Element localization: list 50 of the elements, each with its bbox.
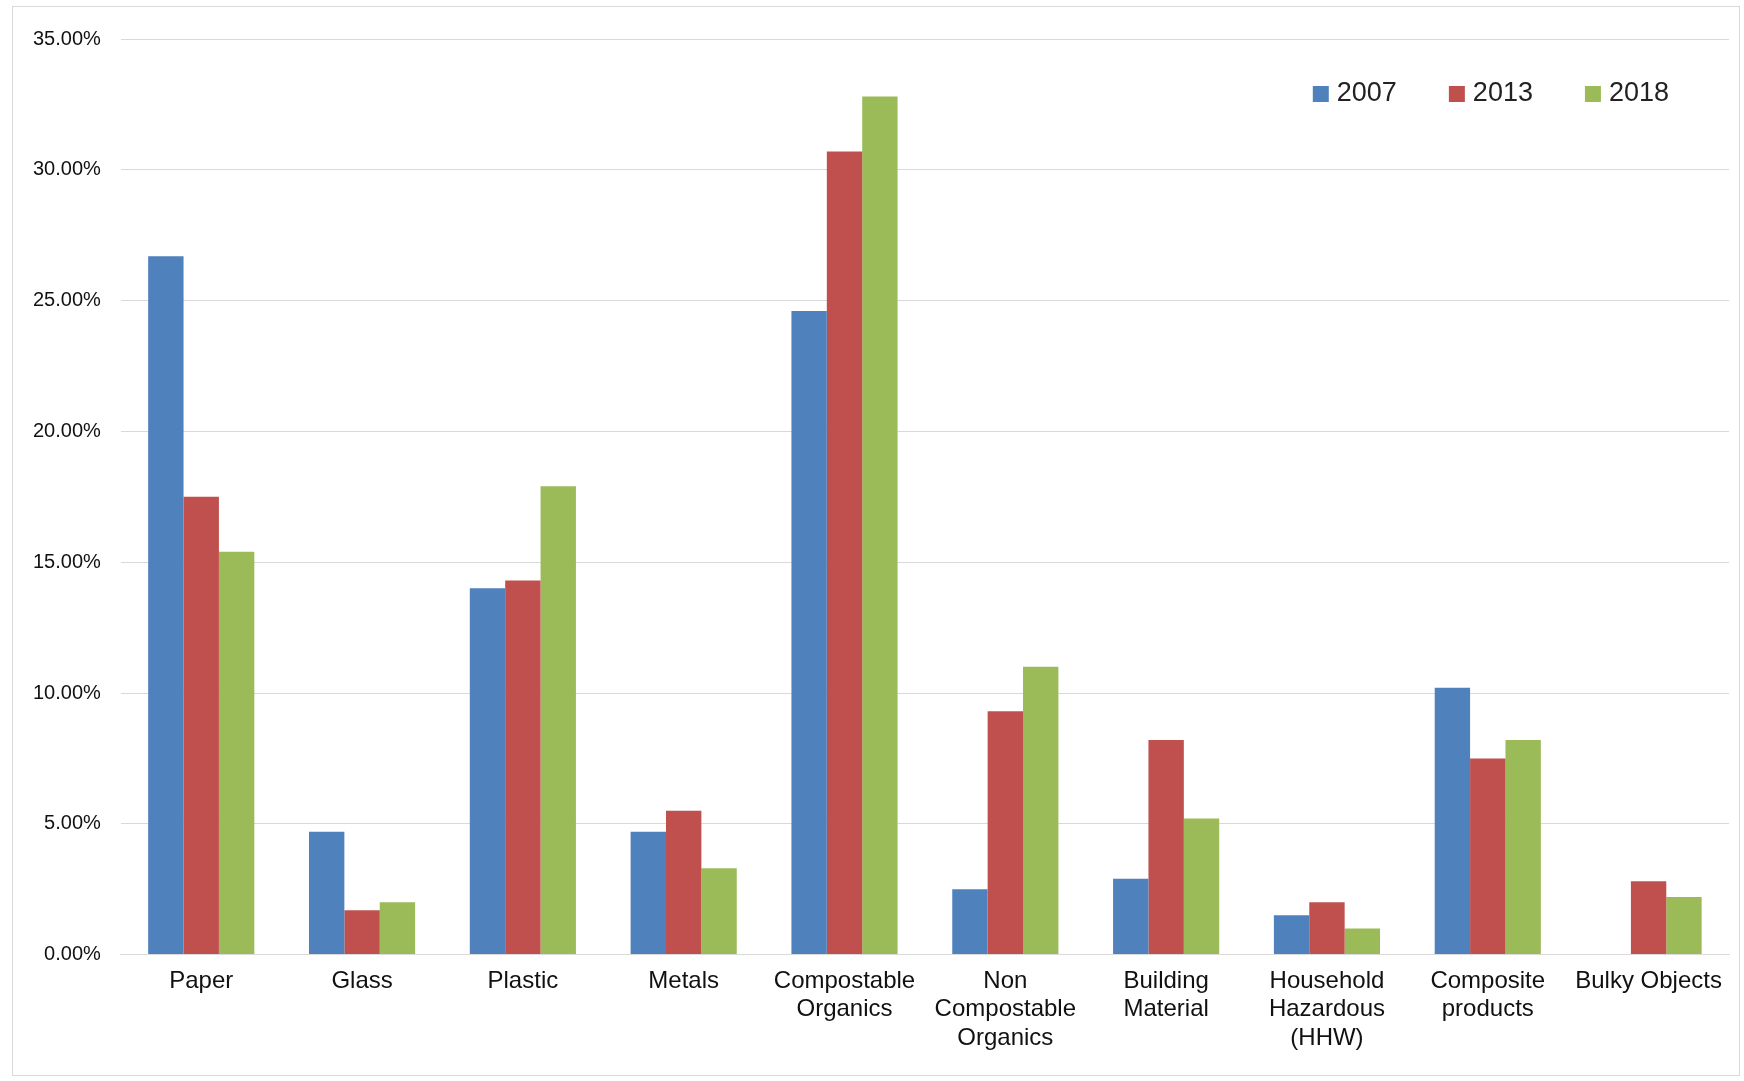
x-tick-label: Bulky Objects (1575, 965, 1722, 993)
bar (1273, 915, 1310, 955)
bar (791, 311, 827, 955)
bar (183, 496, 219, 955)
bar (540, 486, 576, 955)
y-tick-label: 10.00% (32, 680, 102, 703)
y-tick-label: 5.00% (44, 811, 102, 834)
y-tick-label: 25.00% (32, 288, 102, 311)
bar (308, 831, 345, 955)
bar (379, 902, 416, 955)
x-tick-label: Composite products (1430, 965, 1546, 1022)
y-tick-label: 0.00% (44, 942, 102, 965)
bar (1666, 897, 1702, 955)
bar (1023, 666, 1059, 955)
bar (344, 910, 380, 955)
bar (1183, 818, 1220, 955)
bar (862, 96, 898, 955)
y-tick-label: 30.00% (32, 157, 102, 180)
bar (218, 551, 255, 955)
x-tick-label: Non Compostable Organics (934, 965, 1077, 1051)
bar (987, 711, 1024, 955)
bar (1470, 758, 1506, 955)
bar (505, 580, 541, 955)
bar (1148, 740, 1184, 955)
x-tick-label: Compostable Organics (773, 965, 916, 1022)
bar (952, 889, 988, 955)
bar (1309, 902, 1345, 955)
bar (1113, 878, 1149, 955)
legend-label: 2007 (1336, 77, 1397, 108)
bar (701, 868, 737, 955)
legend-label: 2013 (1472, 77, 1533, 108)
y-tick-label: 20.00% (32, 418, 102, 441)
x-tick-label: Household Hazardous (HHW) (1268, 965, 1385, 1051)
y-tick-label: 15.00% (32, 549, 102, 572)
x-tick-label: Building Material (1123, 965, 1209, 1022)
bar (630, 831, 666, 955)
x-tick-label: Glass (331, 965, 393, 993)
bar (1434, 687, 1471, 955)
y-tick-label: 35.00% (32, 26, 102, 49)
x-tick-label: Plastic (487, 965, 559, 993)
bar (1630, 881, 1667, 955)
bar (148, 256, 184, 955)
bar (826, 151, 863, 955)
legend-label: 2018 (1608, 77, 1670, 108)
bar (666, 810, 702, 955)
bar (469, 588, 506, 955)
bar (1344, 928, 1381, 955)
x-tick-label: Metals (648, 965, 720, 993)
bar (1505, 740, 1541, 955)
x-tick-label: Paper (169, 965, 234, 993)
